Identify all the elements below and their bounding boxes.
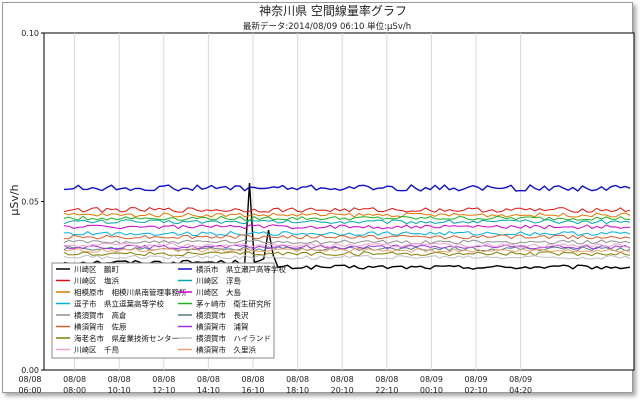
series-line [63,254,631,260]
y-tick-label: 0.10 [21,29,39,38]
series-line [63,215,631,221]
chart-subtitle: 最新データ:2014/08/09 06:10 単位:μSv/h [243,21,411,32]
series-line [63,212,631,218]
series-line [63,219,631,225]
series-line [63,247,631,253]
x-tick-label: 04:20 [509,386,532,395]
x-tick-label: 08/08 [63,375,86,384]
x-tick-label: 08/08 [375,375,398,384]
x-tick-label: 08/08 [152,375,175,384]
x-tick-label: 08/09 [420,375,443,384]
legend-label: 逗子市 県立逗葉高等学校 [74,299,164,309]
y-axis-label: μSv/h [8,184,21,215]
x-tick-label: 20:10 [331,386,354,395]
series-line [63,207,631,213]
series-line [63,239,631,245]
legend-box [51,262,275,359]
legend-label: 横須賀市 浦賀 [196,322,249,332]
series-line [63,184,631,192]
legend-label: 茅ヶ崎市 衛生研究所 [196,299,271,309]
y-tick-label: 0.00 [21,366,39,375]
series-line [63,242,631,248]
y-tick-label: 0.05 [21,198,39,207]
x-tick-label: 18:10 [286,386,309,395]
chart-title: 神奈川県 空間線量率グラフ [259,3,407,18]
legend-label: 横浜市 県立瀬戸高等学校 [196,264,286,274]
x-tick-label: 08/09 [464,375,487,384]
x-tick-label: 08/08 [241,375,264,384]
series-line [63,234,631,240]
legend-label: 横須賀市 久里浜 [196,345,256,355]
x-tick-label: 06:00 [18,386,41,395]
legend-label: 相模原市 相模川県南管理事務所 [74,287,187,297]
x-tick-label: 22:10 [375,386,398,395]
x-tick-label: 08/08 [108,375,131,384]
x-tick-label: 08/08 [331,375,354,384]
legend-label: 川崎区 千鳥 [74,345,119,355]
legend-label: 横須賀市 ハイランド [196,333,271,343]
series-line [63,230,631,237]
x-tick-label: 02:10 [464,386,487,395]
legend-label: 川崎区 鵬町 [74,264,119,274]
x-tick-label: 10:10 [108,386,131,395]
x-tick-label: 08/08 [18,375,41,384]
series-line [63,182,631,270]
legend-label: 海老名市 県産業技術センター [74,333,179,343]
x-tick-label: 08/08 [197,375,220,384]
series-line [63,224,631,230]
x-tick-label: 12:10 [152,386,175,395]
legend-label: 川崎区 大島 [196,287,241,297]
series-line [63,251,631,257]
legend-label: 川崎区 浮島 [196,276,241,286]
x-tick-label: 08/09 [509,375,532,384]
legend-label: 横須賀市 佐原 [74,322,127,332]
legend-label: 横須賀市 高倉 [74,310,127,320]
x-tick-label: 16:10 [241,386,264,395]
x-tick-label: 08:00 [63,386,86,395]
legend-label: 川崎区 塩浜 [74,276,119,286]
series-line [63,244,631,250]
x-tick-label: 00:10 [420,386,443,395]
legend-label: 横須賀市 長沢 [196,310,249,320]
x-tick-label: 14:10 [197,386,220,395]
x-tick-label: 08/08 [286,375,309,384]
